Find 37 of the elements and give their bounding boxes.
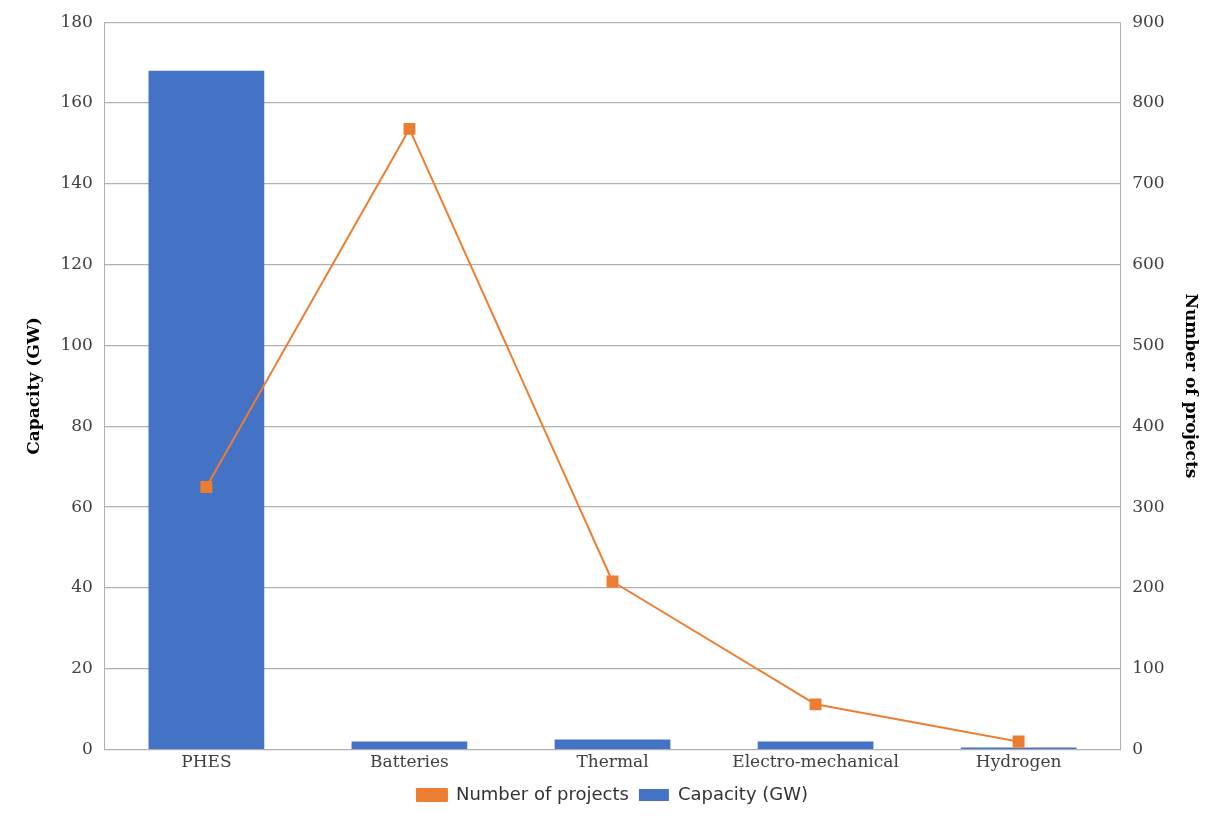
y-tick-label: 80	[71, 414, 93, 435]
y2-tick-label: 700	[1132, 172, 1165, 193]
y-tick-label: 180	[60, 10, 93, 31]
y2-tick-label: 800	[1132, 91, 1165, 112]
y-tick-label: 160	[60, 91, 93, 112]
y2-tick-label: 200	[1132, 576, 1165, 597]
bar	[554, 739, 671, 749]
point	[1012, 735, 1025, 748]
bar	[351, 741, 468, 749]
y2-tick-label: 400	[1132, 414, 1165, 435]
y2-tick-label: 100	[1132, 657, 1165, 678]
y-axis-title: Capacity (GW)	[22, 317, 43, 455]
x-tick-label: Electro-mechanical	[732, 751, 899, 772]
y2-axis-title: Number of projects	[1182, 293, 1203, 479]
legend-label: Number of projects	[455, 782, 629, 804]
bar	[757, 741, 874, 749]
x-tick-label: Batteries	[370, 751, 449, 772]
x-tick-label: Hydrogen	[975, 751, 1062, 772]
point	[403, 122, 416, 135]
y-tick-label: 0	[82, 738, 93, 759]
y2-tick-label: 0	[1132, 738, 1143, 759]
y-tick-label: 140	[60, 172, 93, 193]
y2-tick-label: 300	[1132, 495, 1165, 516]
bar	[148, 70, 265, 749]
x-tick-label: Thermal	[576, 751, 649, 772]
point	[200, 480, 213, 493]
point	[809, 698, 822, 711]
y-tick-label: 20	[71, 657, 93, 678]
x-tick-label: PHES	[181, 751, 232, 772]
y-tick-label: 60	[71, 495, 93, 516]
y2-tick-label: 500	[1132, 333, 1165, 354]
y-tick-label: 40	[71, 576, 93, 597]
y2-tick-label: 900	[1132, 10, 1165, 31]
y2-tick-label: 600	[1132, 253, 1165, 274]
legend-label: Capacity (GW)	[677, 782, 809, 804]
y-tick-label: 100	[60, 333, 93, 354]
y-tick-label: 120	[60, 253, 93, 274]
